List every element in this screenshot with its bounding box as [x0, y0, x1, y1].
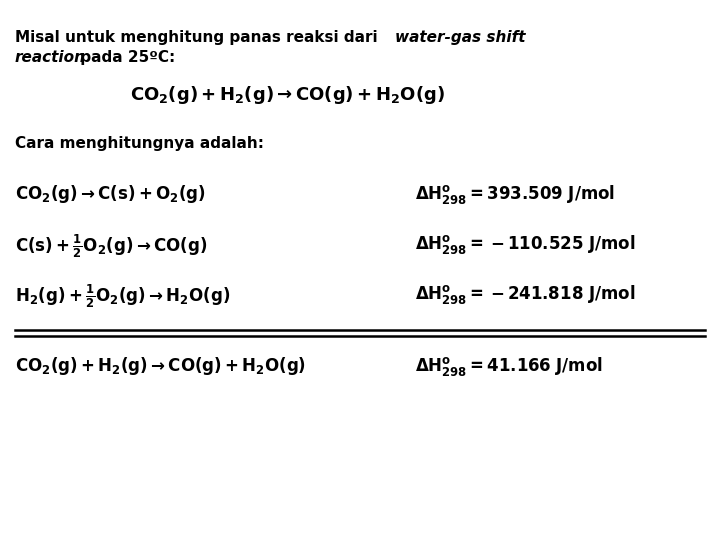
- Text: $\mathbf{\Delta H^o_{298} = 393.509\ J/mol}$: $\mathbf{\Delta H^o_{298} = 393.509\ J/m…: [415, 183, 615, 206]
- Text: Cara menghitungnya adalah:: Cara menghitungnya adalah:: [15, 136, 264, 151]
- Text: $\mathbf{C(s) + \frac{1}{2}O_2(g) \rightarrow CO(g)}$: $\mathbf{C(s) + \frac{1}{2}O_2(g) \right…: [15, 233, 207, 260]
- Text: Misal untuk menghitung panas reaksi dari: Misal untuk menghitung panas reaksi dari: [15, 30, 383, 45]
- Text: $\mathbf{CO_2(g) + H_2(g) \rightarrow CO(g) + H_2O(g)}$: $\mathbf{CO_2(g) + H_2(g) \rightarrow CO…: [130, 84, 445, 106]
- Text: water-gas shift: water-gas shift: [395, 30, 526, 45]
- Text: $\mathbf{CO_2(g) + H_2(g) \rightarrow CO(g) + H_2O(g)}$: $\mathbf{CO_2(g) + H_2(g) \rightarrow CO…: [15, 355, 306, 377]
- Text: pada 25ºC:: pada 25ºC:: [75, 50, 175, 65]
- Text: $\mathbf{H_2(g) + \frac{1}{2}O_2(g) \rightarrow H_2O(g)}$: $\mathbf{H_2(g) + \frac{1}{2}O_2(g) \rig…: [15, 283, 230, 310]
- Text: $\mathbf{\Delta H^o_{298} = -241.818\ J/mol}$: $\mathbf{\Delta H^o_{298} = -241.818\ J/…: [415, 283, 635, 306]
- Text: reaction: reaction: [15, 50, 86, 65]
- Text: $\mathbf{\Delta H^o_{298} = -110.525\ J/mol}$: $\mathbf{\Delta H^o_{298} = -110.525\ J/…: [415, 233, 636, 256]
- Text: $\mathbf{CO_2(g) \rightarrow C(s) + O_2(g)}$: $\mathbf{CO_2(g) \rightarrow C(s) + O_2(…: [15, 183, 206, 205]
- Text: $\mathbf{\Delta H^o_{298} = 41.166\ J/mol}$: $\mathbf{\Delta H^o_{298} = 41.166\ J/mo…: [415, 355, 603, 378]
